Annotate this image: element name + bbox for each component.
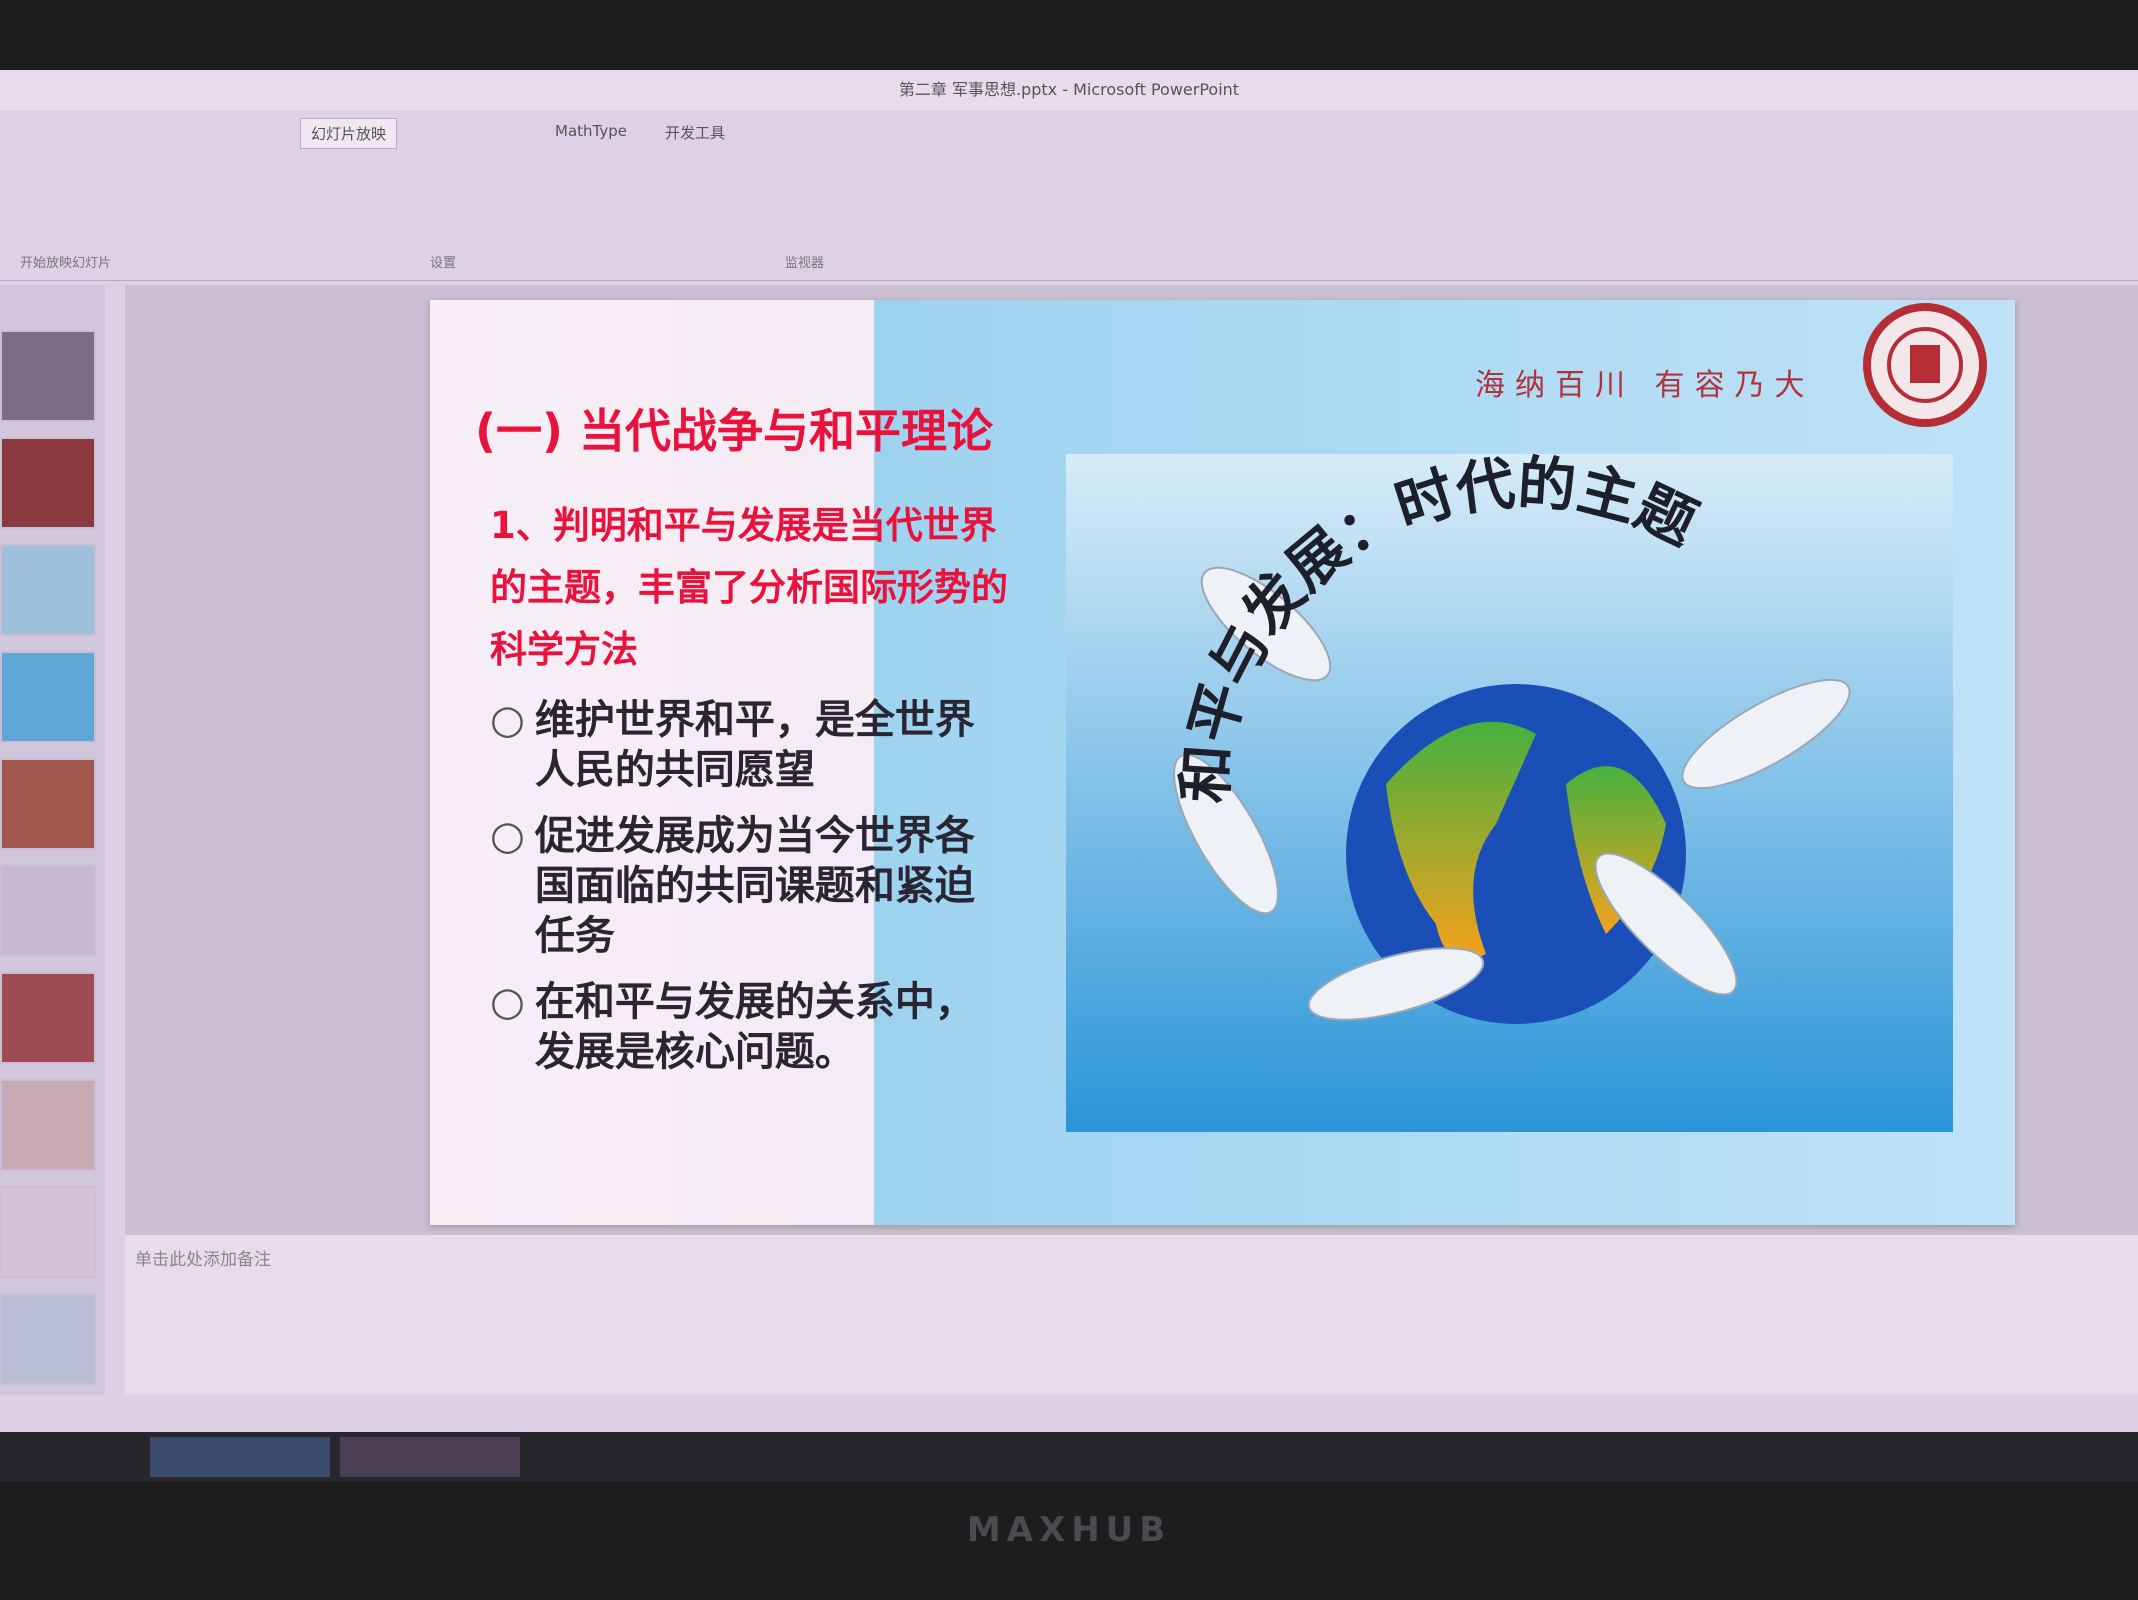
ribbon-group-label: 开始放映幻灯片 — [20, 256, 112, 271]
slide-thumbnail[interactable] — [0, 865, 96, 957]
slide-thumbnail[interactable] — [0, 1186, 96, 1278]
bezel-brand: MAXHUB — [966, 1510, 1172, 1550]
slide: (一) 当代战争与和平理论 1、判明和平与发展是当代世界的主题，丰富了分析国际形… — [430, 300, 2015, 1225]
ribbon-group-label: 监视器 — [785, 256, 825, 271]
taskbar — [0, 1432, 2138, 1482]
ribbon-tab[interactable]: MathType — [555, 122, 627, 140]
slide-thumbnail[interactable] — [0, 651, 96, 743]
taskbar-button[interactable] — [340, 1437, 520, 1477]
ribbon-tab[interactable]: 开发工具 — [665, 124, 726, 142]
slide-thumbnail[interactable] — [0, 758, 96, 850]
ribbon: 幻灯片放映 MathType 开发工具 开始放映幻灯片 设置 监视器 — [0, 110, 2138, 281]
slide-thumbnail[interactable] — [0, 1293, 96, 1385]
slide-image: 和平与发展：时代的主题 — [1066, 454, 1953, 1132]
thumbnail-pane — [0, 285, 105, 1395]
bullet: 维护世界和平，是全世界人民的共同愿望 — [534, 697, 975, 793]
title-bar: 第二章 军事思想.pptx - Microsoft PowerPoint — [0, 70, 2138, 110]
ribbon-group-label: 设置 — [430, 256, 457, 271]
bullet: 促进发展成为当今世界各国面临的共同课题和紧迫任务 — [534, 813, 975, 959]
slide-thumbnail[interactable] — [0, 330, 96, 422]
slide-thumbnail[interactable] — [0, 1079, 96, 1171]
slide-heading: (一) 当代战争与和平理论 — [475, 404, 994, 458]
motto: 海纳百川 有容乃大 — [1475, 368, 1815, 403]
taskbar-button[interactable] — [150, 1437, 330, 1477]
logo — [1863, 303, 1987, 427]
slide-thumbnail[interactable] — [0, 437, 96, 529]
bullet: 在和平与发展的关系中，发展是核心问题。 — [534, 979, 975, 1075]
ribbon-tab[interactable]: 幻灯片放映 — [300, 118, 398, 149]
bullet-list: ○ 维护世界和平，是全世界人民的共同愿望 ○ 促进发展成为当今世界各国面临的共同课题… — [490, 695, 990, 1077]
notes-pane[interactable]: 单击此处添加备注 — [125, 1235, 2138, 1395]
slide-subheading: 1、判明和平与发展是当代世界的主题，丰富了分析国际形势的科学方法 — [490, 504, 1008, 671]
slide-thumbnail[interactable] — [0, 972, 96, 1064]
slide-thumbnail[interactable] — [0, 544, 96, 636]
